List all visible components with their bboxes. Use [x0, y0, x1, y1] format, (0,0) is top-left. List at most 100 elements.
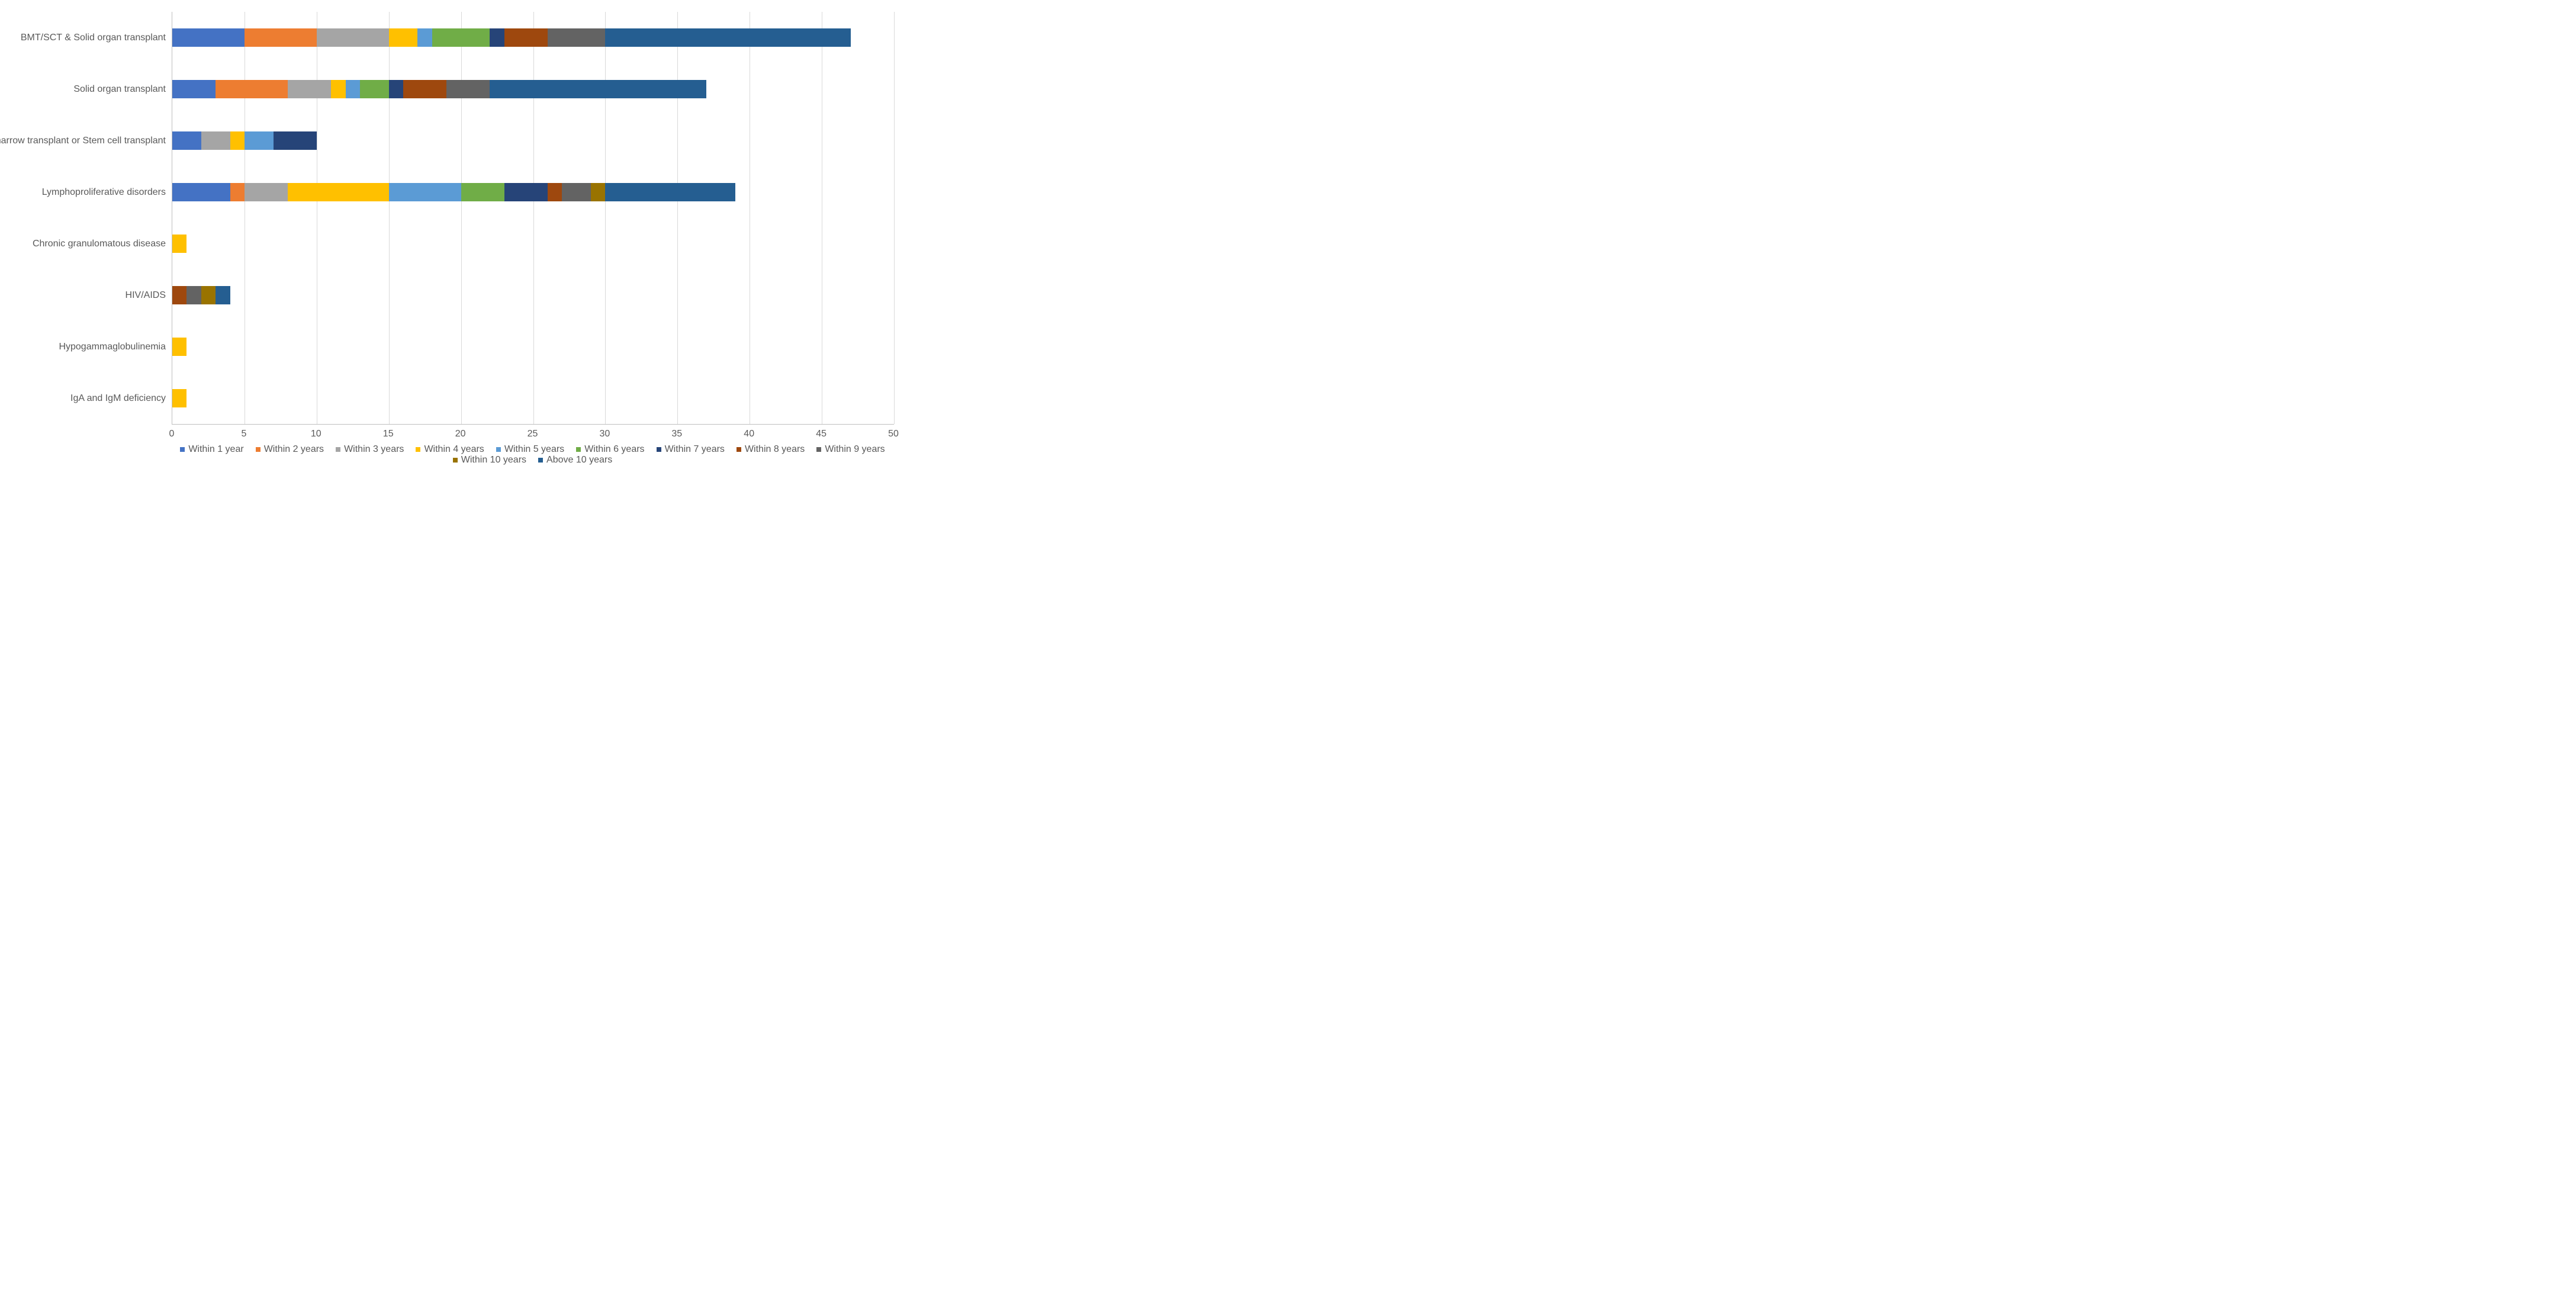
legend-swatch — [657, 447, 661, 452]
y-tick-label: HIV/AIDS — [126, 290, 166, 301]
x-tick-label: 50 — [888, 429, 899, 439]
bar-segment — [172, 80, 216, 98]
gridline — [677, 12, 678, 424]
x-tick-label: 25 — [528, 429, 538, 439]
x-tick-label: 45 — [816, 429, 826, 439]
legend-label: Within 10 years — [461, 455, 526, 465]
bar-segment — [172, 131, 201, 149]
stacked-bar-chart: Within 1 year Within 2 years Within 3 year… — [0, 0, 917, 465]
bar-group — [172, 28, 851, 46]
bar-segment — [201, 286, 216, 304]
bar-group — [172, 389, 186, 407]
plot-area — [172, 12, 894, 425]
legend-item: Within 1 year — [180, 444, 243, 455]
x-tick-label: 40 — [744, 429, 754, 439]
legend-swatch — [737, 447, 741, 452]
legend-label: Within 7 years — [665, 444, 725, 455]
bar-group — [172, 338, 186, 355]
bar-segment — [548, 183, 562, 201]
legend-label: Within 1 year — [188, 444, 243, 455]
bar-segment — [172, 183, 230, 201]
bar-group — [172, 80, 706, 98]
bar-segment — [172, 338, 186, 355]
gridline — [533, 12, 534, 424]
x-tick-label: 30 — [599, 429, 610, 439]
legend-item: Within 7 years — [657, 444, 725, 455]
gridline — [461, 12, 462, 424]
legend-item: Within 2 years — [256, 444, 324, 455]
y-tick-label: Chronic granulomatous disease — [33, 239, 166, 249]
bar-segment — [605, 183, 735, 201]
legend-item: Within 6 years — [576, 444, 644, 455]
bar-segment — [201, 131, 230, 149]
legend-swatch — [453, 458, 458, 463]
legend-item: Within 3 years — [336, 444, 404, 455]
x-tick-label: 20 — [455, 429, 466, 439]
bar-segment — [548, 28, 606, 46]
x-tick-label: 0 — [169, 429, 175, 439]
bar-segment — [461, 183, 504, 201]
bar-segment — [216, 80, 288, 98]
bar-group — [172, 286, 230, 304]
bar-segment — [417, 28, 432, 46]
legend-item: Within 8 years — [737, 444, 805, 455]
legend-swatch — [180, 447, 185, 452]
bar-segment — [288, 183, 389, 201]
bar-segment — [172, 389, 186, 407]
legend-swatch — [256, 447, 261, 452]
bar-segment — [317, 28, 389, 46]
legend-item: Within 9 years — [816, 444, 885, 455]
legend: Within 1 year Within 2 years Within 3 year… — [172, 444, 893, 465]
y-tick-label: IgA and IgM deficiency — [70, 393, 166, 404]
bar-segment — [432, 28, 490, 46]
bar-segment — [389, 28, 418, 46]
gridline — [605, 12, 606, 424]
bar-segment — [591, 183, 605, 201]
legend-item: Within 4 years — [416, 444, 484, 455]
legend-item: Above 10 years — [538, 455, 612, 465]
legend-label: Within 9 years — [825, 444, 885, 455]
legend-label: Above 10 years — [546, 455, 612, 465]
bar-segment — [245, 183, 288, 201]
bar-group — [172, 235, 186, 252]
bar-segment — [230, 131, 245, 149]
x-tick-label: 35 — [671, 429, 682, 439]
legend-label: Within 3 years — [344, 444, 404, 455]
bar-segment — [562, 183, 591, 201]
bar-segment — [504, 28, 548, 46]
bar-segment — [605, 28, 850, 46]
legend-label: Within 8 years — [745, 444, 805, 455]
bar-segment — [245, 28, 317, 46]
bar-segment — [331, 80, 345, 98]
legend-swatch — [816, 447, 821, 452]
bar-segment — [172, 286, 186, 304]
gridline — [894, 12, 895, 424]
bar-segment — [274, 131, 317, 149]
bar-segment — [216, 286, 230, 304]
legend-label: Within 4 years — [424, 444, 484, 455]
gridline — [389, 12, 390, 424]
y-tick-label: Solid organ transplant — [73, 84, 166, 95]
y-tick-label: Lymphoproliferative disorders — [42, 187, 166, 198]
bar-segment — [172, 235, 186, 252]
bar-segment — [172, 28, 245, 46]
bar-segment — [490, 28, 504, 46]
legend-swatch — [496, 447, 501, 452]
legend-label: Within 6 years — [584, 444, 644, 455]
bar-segment — [245, 131, 274, 149]
x-tick-label: 15 — [383, 429, 394, 439]
legend-swatch — [576, 447, 581, 452]
bar-segment — [504, 183, 548, 201]
bar-group — [172, 183, 735, 201]
bar-segment — [230, 183, 245, 201]
bar-segment — [446, 80, 490, 98]
legend-label: Within 5 years — [504, 444, 564, 455]
bar-segment — [360, 80, 389, 98]
legend-swatch — [336, 447, 340, 452]
legend-item: Within 10 years — [453, 455, 526, 465]
bar-segment — [490, 80, 706, 98]
legend-swatch — [538, 458, 543, 463]
bar-segment — [288, 80, 331, 98]
x-tick-label: 10 — [311, 429, 321, 439]
legend-label: Within 2 years — [264, 444, 324, 455]
